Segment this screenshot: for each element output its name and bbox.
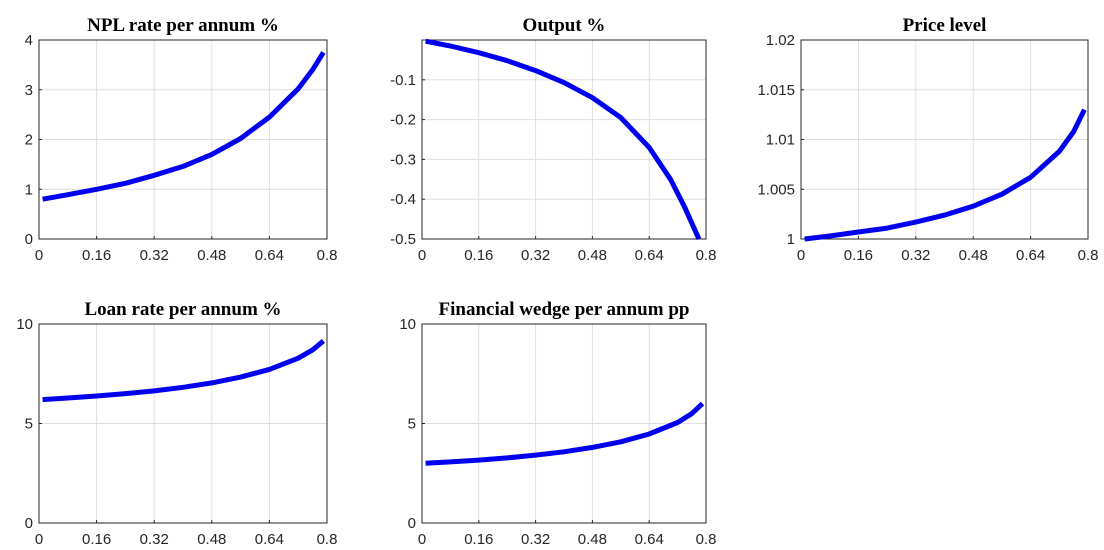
x-tick-label: 0 (418, 531, 426, 548)
y-tick-label: 0 (408, 515, 416, 532)
x-tick-label: 0.64 (255, 531, 284, 548)
x-tick-label: 0.48 (197, 247, 226, 264)
series-line (425, 401, 705, 466)
x-tick-label: 0.64 (635, 531, 664, 548)
panel-title: Financial wedge per annum pp (439, 299, 690, 320)
panel-title: Loan rate per annum % (84, 299, 281, 320)
x-tick-label: 0.16 (464, 531, 493, 548)
x-tick-label: 0.8 (696, 531, 717, 548)
panel-financial-wedge: 0 0.16 0.32 0.48 0.64 0.8 0 5 10 Financial wedge … (399, 299, 716, 548)
axes-box (421, 323, 707, 524)
y-tick-label: 10 (399, 316, 416, 333)
y-tick-label: -0.1 (390, 72, 416, 89)
series-line (42, 51, 326, 202)
x-tick-label: 0 (418, 247, 426, 264)
panel-loan-rate: 0 0.16 0.32 0.48 0.64 0.8 0 5 10 Loan rate per an… (16, 299, 337, 548)
x-tick-label: 0.48 (959, 247, 988, 264)
x-tick-label: 0.8 (317, 531, 338, 548)
x-tick-label: 0.32 (521, 531, 550, 548)
y-tick-label: 4 (25, 32, 33, 49)
x-tick-label: 0 (35, 247, 43, 264)
x-tick-label: 0.16 (844, 247, 873, 264)
panel-title: Price level (903, 15, 987, 36)
x-tick-label: 0.64 (1016, 247, 1045, 264)
y-tick-label: -0.3 (390, 151, 416, 168)
x-tick-label: 0.8 (696, 247, 717, 264)
y-tick-label: 0 (25, 515, 33, 532)
panel-title: NPL rate per annum % (87, 15, 279, 36)
series-line (804, 108, 1087, 242)
panel-title: Output % (523, 15, 606, 36)
x-tick-label: 0 (797, 247, 805, 264)
x-tick-label: 0.8 (1078, 247, 1099, 264)
series-line (42, 338, 326, 403)
x-tick-label: 0.32 (901, 247, 930, 264)
y-tick-label: 1.005 (757, 181, 795, 198)
y-tick-label: 1 (25, 181, 33, 198)
panel-price-level: 0 0.16 0.32 0.48 0.64 0.8 1 1.005 1.01 1.015 1.02 P… (757, 15, 1098, 264)
y-tick-label: -0.4 (390, 191, 416, 208)
axes-box (421, 39, 707, 240)
y-tick-label: 3 (25, 82, 33, 99)
x-tick-label: 0.64 (255, 247, 284, 264)
y-tick-label: 5 (408, 416, 416, 433)
x-tick-label: 0.8 (317, 247, 338, 264)
panel-output: 0 0.16 0.32 0.48 0.64 0.8 -0.5 -0.4 -0.3 -0.2 -0.1… (390, 15, 716, 264)
axes-box (800, 39, 1089, 240)
x-tick-label: 0.48 (197, 531, 226, 548)
x-tick-label: 0.16 (82, 247, 111, 264)
x-tick-label: 0.32 (140, 531, 169, 548)
y-tick-label: 1 (787, 231, 795, 248)
x-tick-label: 0.32 (140, 247, 169, 264)
x-tick-label: 0.48 (578, 531, 607, 548)
y-tick-label: 0 (25, 231, 33, 248)
panel-npl-rate: 0 0.16 0.32 0.48 0.64 0.8 0 1 2 3 4 NPL rate per an… (25, 15, 338, 264)
x-tick-label: 0.48 (578, 247, 607, 264)
y-tick-label: 2 (25, 132, 33, 149)
axes-box (38, 323, 328, 524)
x-tick-label: 0.64 (635, 247, 664, 264)
x-tick-label: 0.32 (521, 247, 550, 264)
y-tick-label: 1.02 (766, 32, 795, 49)
y-tick-label: 1.01 (766, 132, 795, 149)
y-tick-label: -0.2 (390, 112, 416, 129)
x-tick-label: 0.16 (82, 531, 111, 548)
axes-box (38, 39, 328, 240)
x-tick-label: 0 (35, 531, 43, 548)
x-tick-label: 0.16 (464, 247, 493, 264)
y-tick-label: -0.5 (390, 231, 416, 248)
series-line (425, 38, 702, 241)
y-tick-label: 10 (16, 316, 33, 333)
y-tick-label: 1.015 (757, 82, 795, 99)
y-tick-label: 5 (25, 416, 33, 433)
